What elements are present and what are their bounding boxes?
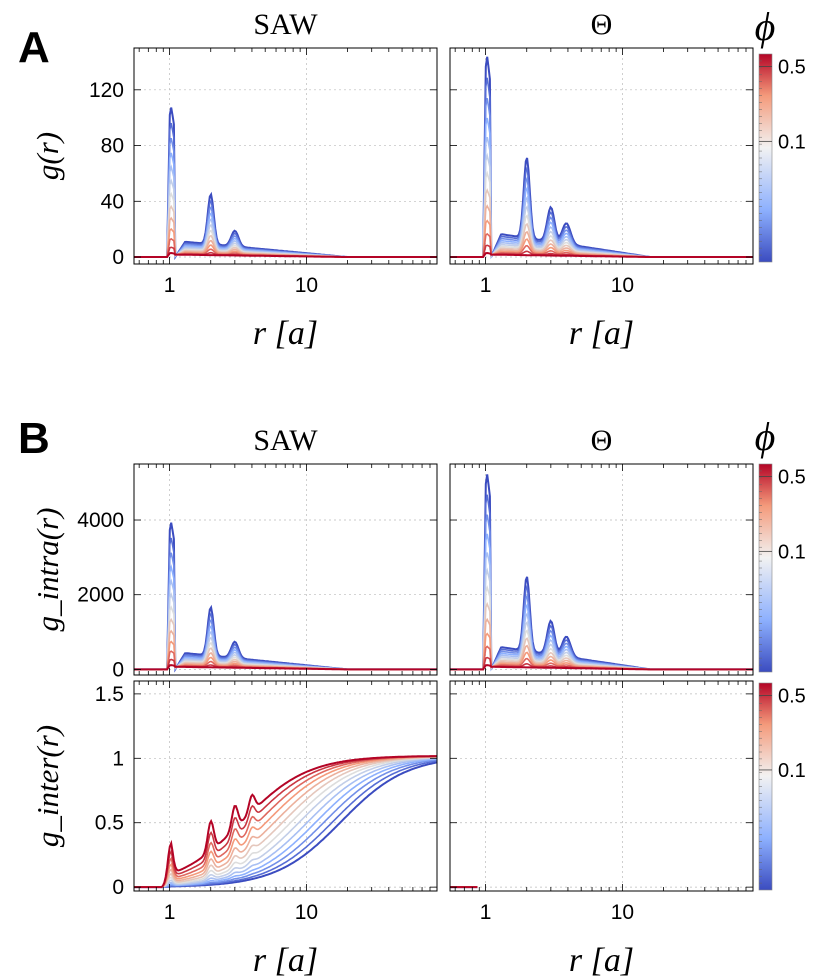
colorbar-tick-label: 0.1 — [778, 760, 806, 782]
y-tick-label: 4000 — [77, 509, 124, 532]
panel-title: Θ — [591, 424, 613, 457]
series-line-1 — [450, 56, 753, 258]
series-line-13 — [134, 755, 437, 889]
series-line-4 — [450, 533, 753, 671]
series-line-4 — [134, 564, 437, 671]
colorbar-b-intra: 0.5 0.1 ϕ — [755, 414, 806, 673]
series-line-3 — [134, 138, 437, 259]
series-line-7 — [450, 170, 753, 258]
series-line-6 — [134, 756, 437, 888]
series-line-5 — [134, 164, 437, 258]
colorbar-symbol: ϕ — [755, 414, 776, 459]
y-tick-label: 1 — [112, 747, 124, 770]
series-group — [134, 522, 437, 673]
series-line-3 — [134, 552, 437, 671]
y-tick-label: 0 — [112, 876, 124, 899]
series-line-3 — [450, 98, 753, 260]
series-line-7 — [134, 756, 437, 888]
series-line-7 — [134, 191, 437, 258]
plot-b-inter-saw: 1 10 0 0.5 1 1.5 r [a] g_inter(r) — [30, 680, 438, 979]
plot-b-inter-theta: 1 10 r [a] — [449, 680, 754, 979]
series-line-13 — [134, 664, 437, 671]
x-tick-label: 10 — [611, 274, 634, 297]
colorbar-symbol: ϕ — [755, 4, 776, 49]
x-tick-label: 10 — [295, 274, 318, 297]
panel-label-b: B — [18, 414, 50, 463]
y-tick-label: 0.5 — [95, 812, 124, 835]
x-axis-label: r [a] — [569, 942, 634, 979]
x-tick-label: 1 — [164, 901, 176, 924]
panel-title: Θ — [591, 8, 613, 41]
series-line-8 — [134, 756, 437, 888]
x-tick-label: 1 — [480, 274, 492, 297]
series-line-13 — [134, 251, 437, 258]
series-line-6 — [450, 567, 753, 671]
x-tick-label: 1 — [480, 901, 492, 924]
panel-label-a: A — [18, 23, 50, 72]
series-line-2 — [450, 77, 753, 258]
series-line-2 — [134, 537, 437, 672]
x-tick-label: 10 — [295, 901, 318, 924]
series-line-2 — [450, 494, 753, 671]
colorbar-a: 0.5 0.1 ϕ — [755, 4, 806, 263]
series-line-1 — [134, 107, 437, 261]
plot-frame — [449, 47, 754, 265]
series-line-13 — [450, 664, 753, 671]
x-axis-label: r [a] — [253, 315, 318, 352]
plot-frame — [449, 463, 754, 676]
y-axis-label: g_intra(r) — [30, 508, 65, 632]
plot-frame — [133, 47, 438, 265]
series-group — [134, 755, 437, 889]
series-line-13 — [450, 251, 753, 258]
panel-title: SAW — [253, 8, 318, 41]
colorbar-tick-label: 0.1 — [778, 541, 806, 563]
panel-title: SAW — [253, 424, 318, 457]
colorbar-tick-label: 0.1 — [778, 131, 806, 153]
series-line-9 — [134, 755, 437, 888]
y-tick-label: 40 — [101, 190, 124, 213]
plot-a-theta: 1 10 Θr [a] — [449, 8, 754, 352]
series-line-6 — [134, 178, 437, 258]
series-line-1 — [134, 761, 437, 889]
y-tick-label: 1.5 — [95, 683, 124, 706]
plot-frame — [449, 680, 754, 892]
series-group — [450, 474, 753, 672]
series-line-5 — [450, 137, 753, 259]
series-line-7 — [134, 605, 437, 671]
series-line-4 — [450, 117, 753, 259]
series-line-1 — [450, 474, 753, 671]
plot-frame — [133, 463, 438, 676]
colorbar-tick-label: 0.5 — [778, 466, 806, 488]
series-line-1 — [134, 522, 437, 673]
y-tick-label: 2000 — [77, 584, 124, 607]
series-line-5 — [450, 552, 753, 671]
plot-a-saw: 1 10 0 40 80 120 SAW r [a] g(r) — [30, 8, 438, 352]
colorbar-tick-label: 0.5 — [778, 56, 806, 78]
x-axis-label: r [a] — [253, 942, 318, 979]
series-line-7 — [450, 585, 753, 671]
series-group — [450, 56, 753, 260]
series-line-3 — [450, 514, 753, 672]
series-line-6 — [134, 592, 437, 671]
y-axis-label: g(r) — [30, 132, 65, 180]
series-line-4 — [134, 152, 437, 259]
y-axis-label: g_inter(r) — [30, 725, 65, 847]
x-axis-label: r [a] — [569, 315, 634, 352]
x-tick-label: 10 — [611, 901, 634, 924]
colorbar-tick-label: 0.5 — [778, 685, 806, 707]
plot-frame — [133, 680, 438, 892]
series-line-5 — [134, 578, 437, 671]
y-tick-label: 0 — [112, 658, 124, 681]
series-group — [134, 107, 437, 261]
series-line-6 — [450, 152, 753, 258]
plot-b-intra-theta: Θ — [449, 424, 754, 676]
plot-b-intra-saw: 0 2000 4000 SAW g_intra(r) — [30, 424, 438, 681]
y-tick-label: 120 — [89, 79, 124, 102]
y-tick-label: 80 — [101, 135, 124, 158]
colorbar-b-inter: 0.5 0.1 — [758, 682, 806, 891]
y-tick-label: 0 — [112, 246, 124, 269]
series-line-2 — [134, 122, 437, 259]
x-tick-label: 1 — [164, 274, 176, 297]
